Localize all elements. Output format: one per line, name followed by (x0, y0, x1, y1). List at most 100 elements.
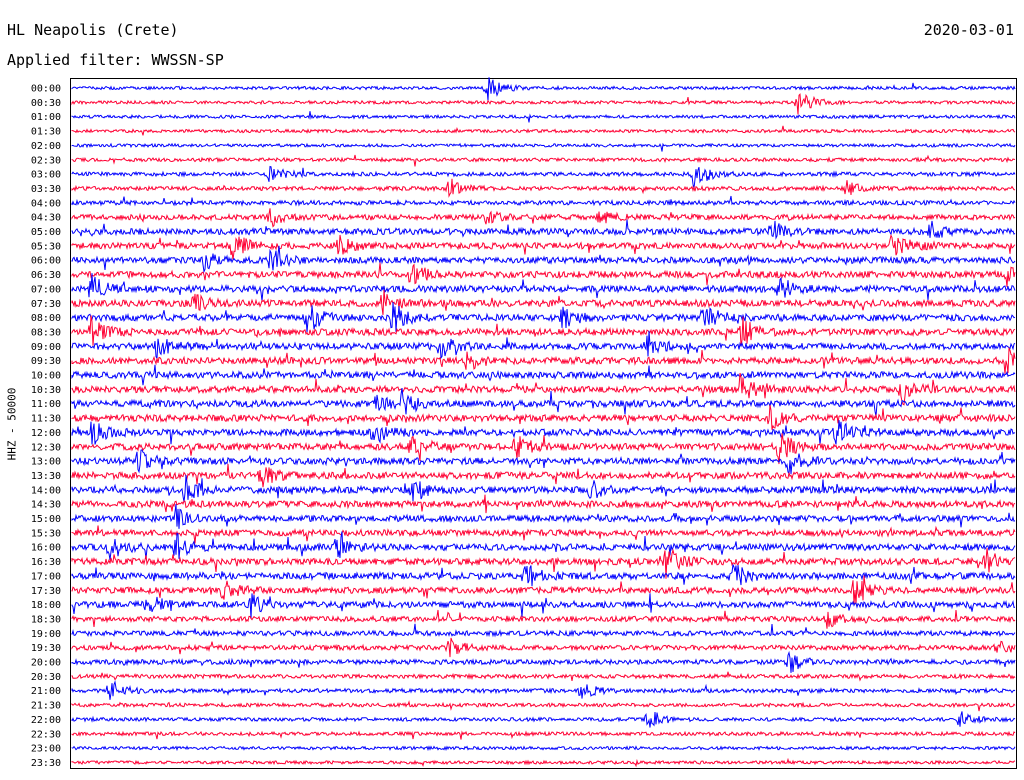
filter-label: Applied filter: WWSSN-SP (7, 51, 224, 69)
time-tick-label: 07:00 (31, 284, 61, 295)
trace-line (71, 125, 1016, 136)
trace-line (71, 388, 1016, 417)
time-tick-label: 17:30 (31, 586, 61, 597)
time-tick-label: 22:30 (31, 729, 61, 740)
trace-line (71, 208, 1016, 228)
time-tick-labels: 00:00 00:30 01:00 01:30 02:00 02:30 03:00 03:30… (31, 84, 61, 769)
trace-line (71, 195, 1016, 207)
record-date: 2020-03-01 (923, 21, 1014, 39)
trace-line (71, 449, 1016, 476)
time-tick-label: 18:30 (31, 614, 61, 625)
seismic-traces (71, 77, 1016, 768)
trace-line (71, 165, 1016, 189)
trace-line (71, 245, 1016, 274)
time-tick-label: 14:00 (31, 485, 61, 496)
time-tick-label: 02:00 (31, 141, 61, 152)
time-tick-label: 15:30 (31, 528, 61, 539)
time-tick-label: 11:00 (31, 399, 61, 410)
trace-line (71, 178, 1015, 198)
time-tick-label: 21:00 (31, 686, 61, 697)
trace-line (71, 745, 1016, 752)
time-tick-label: 16:30 (31, 557, 61, 568)
time-tick-label: 03:30 (31, 184, 61, 195)
trace-line (71, 404, 1016, 430)
trace-line (71, 420, 1016, 445)
trace-line (71, 273, 1016, 301)
trace-line (71, 494, 1016, 514)
time-tick-label: 09:30 (31, 356, 61, 367)
time-tick-label: 23:00 (31, 744, 61, 755)
time-tick-label: 06:30 (31, 270, 61, 281)
trace-line (71, 433, 1016, 465)
trace-line (71, 757, 1016, 768)
trace-line (71, 474, 1016, 503)
time-tick-label: 19:00 (31, 629, 61, 640)
time-tick-label: 14:30 (31, 500, 61, 511)
trace-line (71, 564, 1016, 587)
trace-line (71, 463, 1016, 488)
time-tick-label: 17:00 (31, 571, 61, 582)
time-tick-label: 13:30 (31, 471, 61, 482)
time-tick-label: 04:00 (31, 198, 61, 209)
time-tick-label: 16:00 (31, 543, 61, 554)
trace-line (71, 504, 1016, 529)
trace-line (71, 289, 1016, 315)
trace-line (71, 671, 1016, 682)
trace-line (71, 142, 1016, 152)
time-tick-label: 00:00 (31, 84, 61, 95)
trace-line (71, 711, 1016, 728)
time-tick-label: 05:30 (31, 241, 61, 252)
trace-line (71, 637, 1016, 658)
time-tick-label: 06:00 (31, 256, 61, 267)
trace-line (71, 154, 1015, 167)
time-tick-label: 09:00 (31, 342, 61, 353)
trace-line (71, 609, 1016, 629)
time-tick-label: 21:30 (31, 701, 61, 712)
time-tick-label: 02:30 (31, 155, 61, 166)
time-tick-label: 20:00 (31, 658, 61, 669)
time-tick-label: 10:30 (31, 385, 61, 396)
time-tick-label: 01:00 (31, 112, 61, 123)
trace-line (71, 679, 1016, 700)
time-tick-label: 05:00 (31, 227, 61, 238)
trace-line (71, 548, 1016, 579)
time-tick-label: 15:00 (31, 514, 61, 525)
trace-line (71, 575, 1016, 605)
time-tick-label: 22:00 (31, 715, 61, 726)
trace-line (71, 623, 1016, 638)
trace-line (71, 650, 1016, 673)
trace-line (71, 700, 1016, 712)
time-tick-label: 11:30 (31, 414, 61, 425)
trace-line (71, 302, 1016, 333)
trace-line (71, 77, 1016, 101)
trace-line (71, 330, 1016, 361)
trace-line (71, 525, 1016, 544)
trace-line (71, 111, 1016, 123)
trace-line (71, 234, 1016, 261)
trace-line (71, 262, 1016, 287)
trace-line (71, 730, 1016, 740)
time-tick-label: 00:30 (31, 98, 61, 109)
time-tick-label: 12:00 (31, 428, 61, 439)
time-tick-label: 08:30 (31, 327, 61, 338)
trace-line (71, 593, 1016, 619)
time-tick-label: 20:30 (31, 672, 61, 683)
trace-line (71, 364, 1016, 386)
time-tick-label: 23:30 (31, 758, 61, 769)
station-title: HL Neapolis (Crete) (7, 21, 179, 39)
plot-frame (70, 78, 1017, 769)
trace-line (71, 531, 1016, 560)
time-tick-label: 19:30 (31, 643, 61, 654)
trace-line (71, 219, 1016, 240)
trace-line (71, 315, 1016, 347)
trace-line (71, 93, 1016, 115)
time-tick-label: 03:00 (31, 170, 61, 181)
time-tick-label: 04:30 (31, 213, 61, 224)
time-tick-label: 07:30 (31, 299, 61, 310)
time-tick-label: 13:00 (31, 457, 61, 468)
time-tick-label: 01:30 (31, 127, 61, 138)
time-tick-label: 18:00 (31, 600, 61, 611)
time-tick-label: 12:30 (31, 442, 61, 453)
time-tick-label: 08:00 (31, 313, 61, 324)
